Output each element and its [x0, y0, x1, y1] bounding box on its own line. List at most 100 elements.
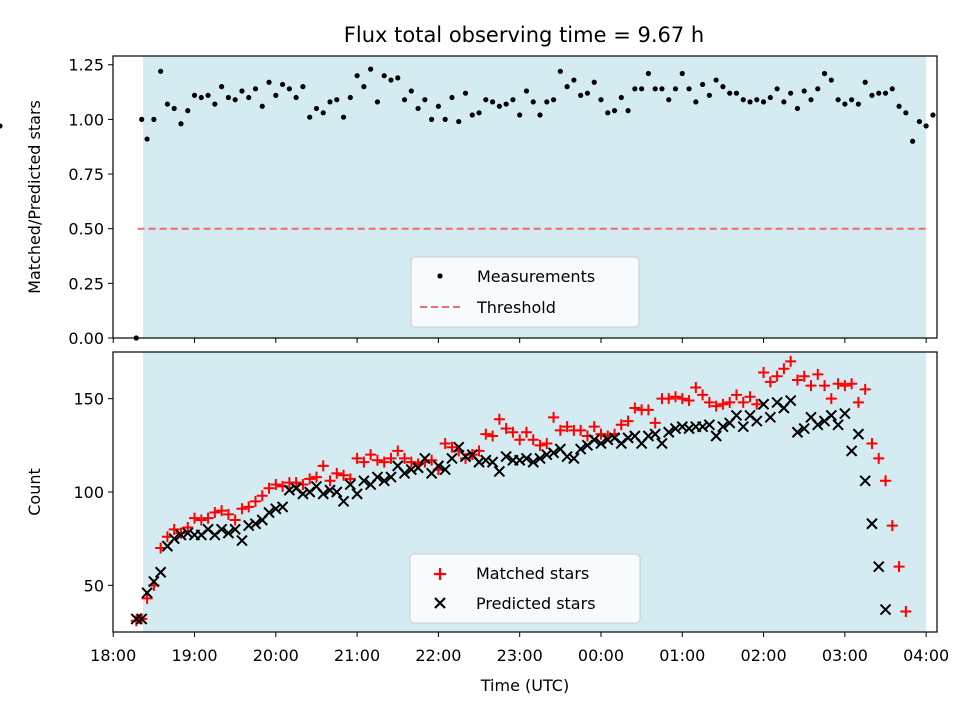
predicted-star-point [561, 450, 573, 463]
measurement-point [930, 112, 936, 118]
measurement-point [300, 84, 306, 90]
matched-star-point [405, 456, 417, 468]
matched-star-point [819, 380, 831, 392]
bottom-legend-box [409, 553, 641, 624]
predicted-star-point [283, 484, 296, 496]
predicted-star-point [297, 488, 309, 500]
measurement-point [462, 90, 469, 96]
predicted-star-point [649, 428, 661, 440]
predicted-star-point [405, 463, 418, 476]
measurement-point [896, 103, 902, 109]
matched-star-point [182, 521, 194, 533]
predicted-star-point [703, 419, 716, 431]
predicted-star-point [215, 523, 228, 536]
measurement-point [916, 118, 922, 125]
matched-star-point [236, 503, 248, 515]
matched-star-point [812, 368, 824, 380]
measurement-point [849, 97, 855, 103]
measurement-point [313, 105, 320, 112]
measurement-point [652, 86, 658, 92]
measurement-point [700, 81, 706, 88]
matched-star-point [852, 396, 864, 408]
matched-star-point [846, 378, 858, 390]
matched-star-point [195, 514, 207, 526]
measurement-point [456, 118, 462, 125]
measurement-point [139, 116, 145, 122]
matched-star-point [493, 413, 505, 425]
matched-star-point [378, 456, 390, 468]
matched-star-point [595, 428, 607, 440]
matched-star-point [724, 396, 736, 408]
predicted-star-point [148, 575, 160, 588]
matched-star-point [554, 424, 566, 436]
predicted-star-point [337, 495, 350, 508]
matched-star-point [385, 452, 397, 464]
top-axes-frame [112, 55, 938, 339]
measurement-point [903, 110, 909, 116]
matched-star-point [480, 428, 492, 440]
predicted-star-point [588, 434, 600, 446]
predicted-star-point [419, 452, 431, 465]
matched-star-point [751, 398, 763, 410]
measurement-point [442, 116, 448, 122]
measurement-point [334, 97, 340, 103]
ratio-panel: 0.00 0.25 0.50 0.75 1.00 1.25 Matched/Predict… [0, 55, 938, 348]
matched-star-point [331, 467, 343, 479]
matched-star-point [216, 505, 228, 517]
predicted-star-point [493, 465, 506, 478]
matched-star-point [886, 520, 898, 532]
measurement-point [659, 86, 665, 92]
matched-star-point [737, 396, 749, 408]
top-y-tick-label: 1.25 [68, 56, 104, 75]
measurement-point [706, 92, 712, 98]
measurement-point [0, 123, 3, 129]
measurement-point [862, 79, 868, 85]
predicted-star-point [527, 456, 539, 468]
measurement-point [794, 105, 801, 112]
top-y-axis-label: Matched/Predicted stars [25, 100, 44, 294]
measurement-point [279, 81, 286, 88]
matched-star-point [670, 391, 682, 403]
predicted-star-point [622, 432, 634, 444]
predicted-star-point [500, 450, 512, 463]
predicted-star-point [520, 452, 533, 465]
matched-star-point [399, 452, 411, 464]
measurement-point [293, 94, 299, 101]
top-legend: Measurements Threshold [410, 256, 640, 328]
x-tick-label: 21:00 [334, 646, 380, 665]
predicted-star-point [168, 532, 180, 545]
predicted-star-point [344, 478, 357, 491]
predicted-star-point [459, 450, 472, 463]
legend-predicted-marker [434, 597, 446, 609]
measurement-point [821, 70, 828, 77]
legend-threshold-label: Threshold [476, 298, 556, 317]
legend-measurements-label: Measurements [477, 267, 595, 286]
measurement-point [530, 99, 536, 105]
matched-star-point [527, 434, 539, 446]
matched-star-point [832, 378, 844, 390]
measurement-point [449, 94, 455, 101]
matched-star-point [256, 490, 268, 502]
matched-star-point [189, 512, 201, 524]
matched-star-point [744, 391, 756, 403]
measurement-point [422, 97, 428, 103]
measurement-point [307, 114, 313, 120]
matched-star-point [541, 437, 553, 449]
measurement-point [578, 92, 584, 98]
measurement-point [381, 73, 387, 79]
matched-star-point [243, 501, 255, 513]
measurement-point [584, 90, 591, 96]
bottom-x-ticks: 18:00 19:00 20:00 21:00 22:00 23:00 00:00 01:00… [90, 632, 949, 665]
measurement-point [144, 136, 150, 142]
measurement-point [754, 97, 760, 103]
measurement-point [842, 101, 848, 107]
count-panel: 50 100 150 18:00 19:00 20:00 21:00 22:00 23:00 0… [25, 351, 949, 695]
matched-star-point [507, 426, 519, 438]
predicted-star-point [873, 560, 885, 573]
measurement-point [158, 68, 164, 74]
measurement-point [598, 97, 604, 103]
predicted-star-point [331, 486, 343, 498]
measurement-point [266, 79, 272, 85]
matched-star-point [710, 400, 722, 412]
predicted-star-point [683, 422, 695, 435]
